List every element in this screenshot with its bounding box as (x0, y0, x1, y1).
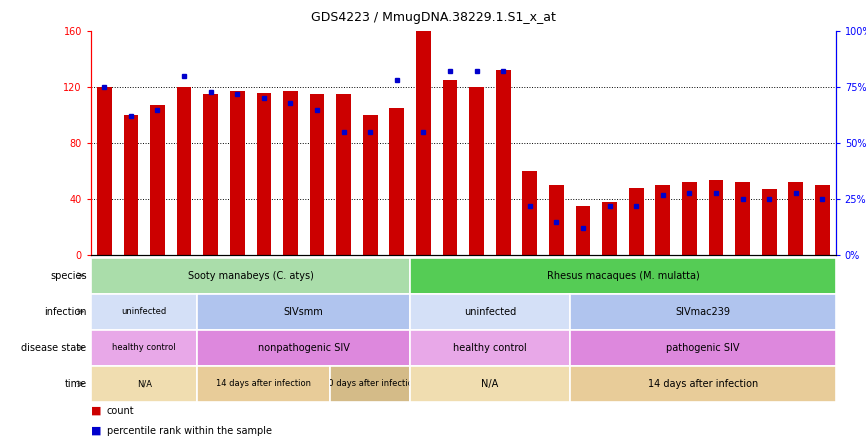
Text: species: species (50, 270, 87, 281)
Text: infection: infection (44, 307, 87, 317)
Text: count: count (107, 406, 134, 416)
Bar (229, 91, 244, 255)
Text: Rhesus macaques (M. mulatta): Rhesus macaques (M. mulatta) (546, 270, 699, 281)
Bar (549, 185, 564, 255)
Text: GDS4223 / MmugDNA.38229.1.S1_x_at: GDS4223 / MmugDNA.38229.1.S1_x_at (311, 11, 555, 24)
Text: pathogenic SIV: pathogenic SIV (666, 343, 740, 353)
Bar (496, 70, 511, 255)
Text: nonpathogenic SIV: nonpathogenic SIV (258, 343, 350, 353)
Bar (124, 115, 139, 255)
Bar (363, 115, 378, 255)
Bar (256, 93, 271, 255)
Text: time: time (64, 379, 87, 389)
Text: Sooty manabeys (C. atys): Sooty manabeys (C. atys) (188, 270, 313, 281)
Text: disease state: disease state (22, 343, 87, 353)
Bar (522, 171, 537, 255)
Text: SIVsmm: SIVsmm (284, 307, 324, 317)
Bar (204, 94, 218, 255)
Bar (283, 91, 298, 255)
Text: ■: ■ (91, 426, 101, 436)
Text: N/A: N/A (137, 379, 152, 388)
Bar (735, 182, 750, 255)
Text: uninfected: uninfected (121, 307, 167, 316)
Text: healthy control: healthy control (453, 343, 527, 353)
Bar (602, 202, 617, 255)
Bar (629, 188, 643, 255)
Bar (576, 206, 591, 255)
Bar (310, 94, 325, 255)
Bar (150, 105, 165, 255)
Text: healthy control: healthy control (113, 343, 176, 352)
Bar (656, 185, 670, 255)
Bar (177, 87, 191, 255)
Bar (336, 94, 351, 255)
Text: SIVmac239: SIVmac239 (675, 307, 730, 317)
Text: percentile rank within the sample: percentile rank within the sample (107, 426, 272, 436)
Bar (815, 185, 830, 255)
Text: N/A: N/A (481, 379, 499, 389)
Text: ■: ■ (91, 406, 101, 416)
Text: 30 days after infection: 30 days after infection (323, 379, 417, 388)
Bar (762, 190, 777, 255)
Bar (443, 80, 457, 255)
Text: 14 days after infection: 14 days after infection (648, 379, 758, 389)
Bar (416, 31, 430, 255)
Text: 14 days after infection: 14 days after infection (216, 379, 311, 388)
Bar (469, 87, 484, 255)
Bar (97, 87, 112, 255)
Bar (708, 180, 723, 255)
Bar (788, 182, 803, 255)
Text: uninfected: uninfected (464, 307, 516, 317)
Bar (682, 182, 697, 255)
Bar (390, 108, 404, 255)
